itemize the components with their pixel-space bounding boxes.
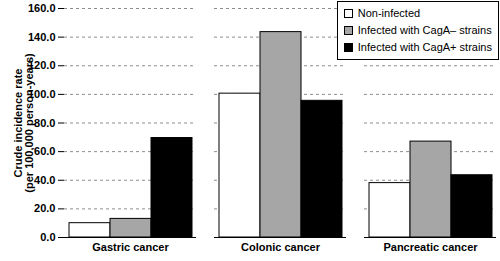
svg-text:0.0: 0.0 [40,231,55,243]
svg-text:60.0: 60.0 [34,145,55,157]
svg-text:80.0: 80.0 [34,117,55,129]
svg-text:120.0: 120.0 [28,59,56,72]
svg-text:20.0: 20.0 [34,202,55,214]
svg-text:Crude incidence rate(per 100,0: Crude incidence rate(per 100,000 person-… [12,53,35,193]
svg-text:140.0: 140.0 [28,31,56,43]
html-text:Infected with CagA– strains: Infected with CagA– strains [357,24,492,36]
html-text:Non-infected: Non-infected [357,7,421,19]
svg-text:Colonic cancer: Colonic cancer [241,241,321,253]
html-text:Infected with CagA+ strains: Infected with CagA+ strains [357,41,492,53]
svg-text:Gastric cancer: Gastric cancer [92,241,169,253]
svg-text:100.0: 100.0 [28,87,56,100]
svg-text:40.0: 40.0 [34,174,55,186]
svg-text:Pancreatic cancer: Pancreatic cancer [383,241,478,253]
svg-text:160.0: 160.0 [28,2,56,14]
